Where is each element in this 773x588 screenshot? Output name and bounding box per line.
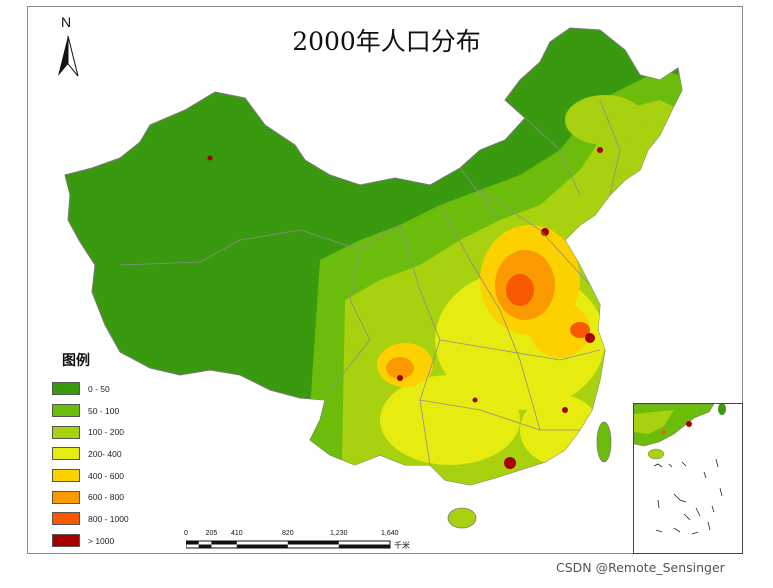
scale-bar: 0 205 410 820 1,230 1,640 千米: [184, 530, 586, 556]
legend-label: 100 - 200: [88, 427, 124, 438]
legend-swatch: [52, 404, 80, 418]
legend-items: 0 - 50 50 - 100 100 - 200 200- 400 400 - 600…: [52, 378, 129, 552]
map-title: 2000年人口分布: [292, 27, 481, 56]
legend-item: 800 - 1000: [52, 508, 129, 530]
legend-label: > 1000: [88, 535, 115, 546]
south-china-sea-inset: [633, 403, 743, 554]
scale-bar-graphic: [186, 540, 391, 549]
legend-label: 800 - 1000: [88, 513, 129, 524]
north-arrow-label: N: [61, 14, 72, 30]
legend-swatch: [52, 512, 80, 526]
scale-tick-label: 1,230: [330, 530, 348, 537]
scale-tick-label: 410: [230, 530, 243, 537]
legend-label: 600 - 800: [88, 492, 124, 503]
legend-swatch: [52, 469, 80, 483]
north-arrow-icon: [58, 35, 79, 77]
legend-swatch: [52, 490, 80, 504]
scale-tick-label: 205: [205, 530, 218, 537]
map-frame: [27, 6, 743, 554]
scale-unit: 千米: [394, 541, 410, 550]
legend-item: 400 - 600: [52, 465, 129, 487]
scale-tick-label: 820: [281, 530, 294, 537]
inset-map: [634, 404, 726, 535]
legend-item: 0 - 50: [52, 378, 129, 400]
legend-label: 200- 400: [88, 448, 122, 459]
legend-item: 200- 400: [52, 443, 129, 465]
legend: 图例 0 - 50 50 - 100 100 - 200 200- 400 400 - …: [52, 350, 129, 552]
legend-swatch: [52, 425, 80, 439]
legend-label: 50 - 100: [88, 405, 120, 416]
legend-label: 400 - 600: [88, 470, 124, 481]
legend-swatch: [52, 447, 80, 461]
legend-label: 0 - 50: [88, 383, 110, 394]
legend-title: 图例: [62, 353, 90, 369]
legend-item: 50 - 100: [52, 400, 129, 422]
watermark: CSDN @Remote_Sensinger: [556, 560, 725, 575]
legend-swatch: [52, 534, 80, 548]
legend-item: > 1000: [52, 530, 129, 552]
hainan-island: [447, 507, 477, 529]
province-boundaries: [119, 99, 621, 466]
scale-tick-label: 0: [184, 530, 188, 537]
taiwan-island: [596, 421, 612, 463]
legend-item: 100 - 200: [52, 421, 129, 443]
scale-tick-label: 1,640: [381, 530, 399, 537]
legend-item: 600 - 800: [52, 486, 129, 508]
legend-swatch: [52, 382, 80, 396]
